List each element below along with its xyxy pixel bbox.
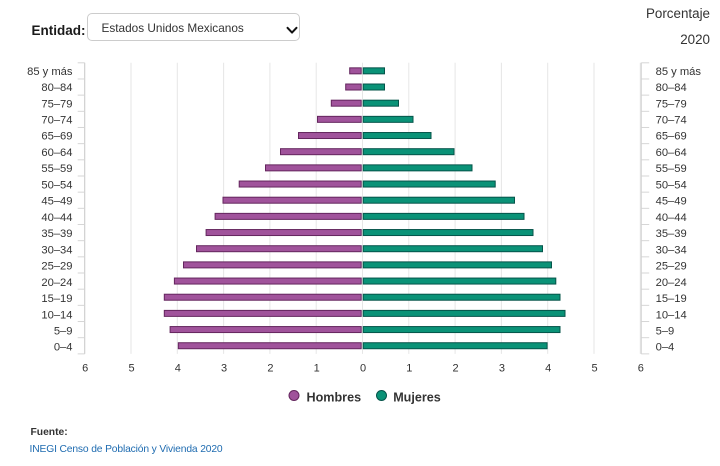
svg-text:55–59: 55–59 — [656, 163, 687, 175]
svg-text:65–69: 65–69 — [656, 131, 687, 143]
svg-text:Mujeres: Mujeres — [393, 390, 441, 404]
svg-text:25–29: 25–29 — [656, 261, 687, 273]
svg-text:45–49: 45–49 — [41, 196, 72, 208]
svg-text:0–4: 0–4 — [656, 342, 675, 354]
svg-text:25–29: 25–29 — [41, 261, 72, 273]
svg-text:20–24: 20–24 — [41, 277, 72, 289]
svg-text:65–69: 65–69 — [41, 131, 72, 143]
svg-text:85 y más: 85 y más — [27, 66, 73, 78]
svg-text:20–24: 20–24 — [656, 277, 687, 289]
svg-text:5–9: 5–9 — [54, 325, 73, 337]
svg-text:2: 2 — [453, 362, 459, 374]
svg-text:30–34: 30–34 — [41, 244, 72, 256]
svg-text:6: 6 — [82, 362, 88, 374]
svg-text:10–14: 10–14 — [41, 309, 72, 321]
svg-text:60–64: 60–64 — [656, 147, 687, 159]
svg-text:Hombres: Hombres — [307, 390, 362, 404]
svg-text:70–74: 70–74 — [656, 114, 687, 126]
svg-text:75–79: 75–79 — [41, 98, 72, 110]
svg-text:15–19: 15–19 — [656, 293, 687, 305]
svg-text:50–54: 50–54 — [656, 179, 687, 191]
svg-text:4: 4 — [175, 362, 181, 374]
svg-text:0–4: 0–4 — [54, 342, 73, 354]
svg-text:3: 3 — [499, 362, 505, 374]
svg-text:30–34: 30–34 — [656, 244, 687, 256]
svg-text:1: 1 — [314, 362, 320, 374]
svg-text:70–74: 70–74 — [41, 114, 72, 126]
svg-text:50–54: 50–54 — [41, 179, 72, 191]
svg-text:40–44: 40–44 — [656, 212, 687, 224]
svg-text:35–39: 35–39 — [656, 228, 687, 240]
svg-text:1: 1 — [406, 362, 412, 374]
svg-text:35–39: 35–39 — [41, 228, 72, 240]
svg-text:5–9: 5–9 — [656, 325, 675, 337]
svg-text:5: 5 — [128, 362, 134, 374]
svg-text:40–44: 40–44 — [41, 212, 72, 224]
svg-text:60–64: 60–64 — [41, 147, 72, 159]
svg-text:3: 3 — [221, 362, 227, 374]
svg-text:4: 4 — [545, 362, 551, 374]
svg-text:5: 5 — [591, 362, 597, 374]
svg-text:10–14: 10–14 — [656, 309, 687, 321]
svg-text:45–49: 45–49 — [656, 196, 687, 208]
svg-text:6: 6 — [638, 362, 644, 374]
svg-text:2: 2 — [267, 362, 273, 374]
svg-text:75–79: 75–79 — [656, 98, 687, 110]
svg-text:80–84: 80–84 — [41, 82, 72, 94]
svg-text:15–19: 15–19 — [41, 293, 72, 305]
svg-text:55–59: 55–59 — [41, 163, 72, 175]
svg-text:85 y más: 85 y más — [656, 66, 702, 78]
svg-text:0: 0 — [360, 362, 366, 374]
svg-text:80–84: 80–84 — [656, 82, 687, 94]
